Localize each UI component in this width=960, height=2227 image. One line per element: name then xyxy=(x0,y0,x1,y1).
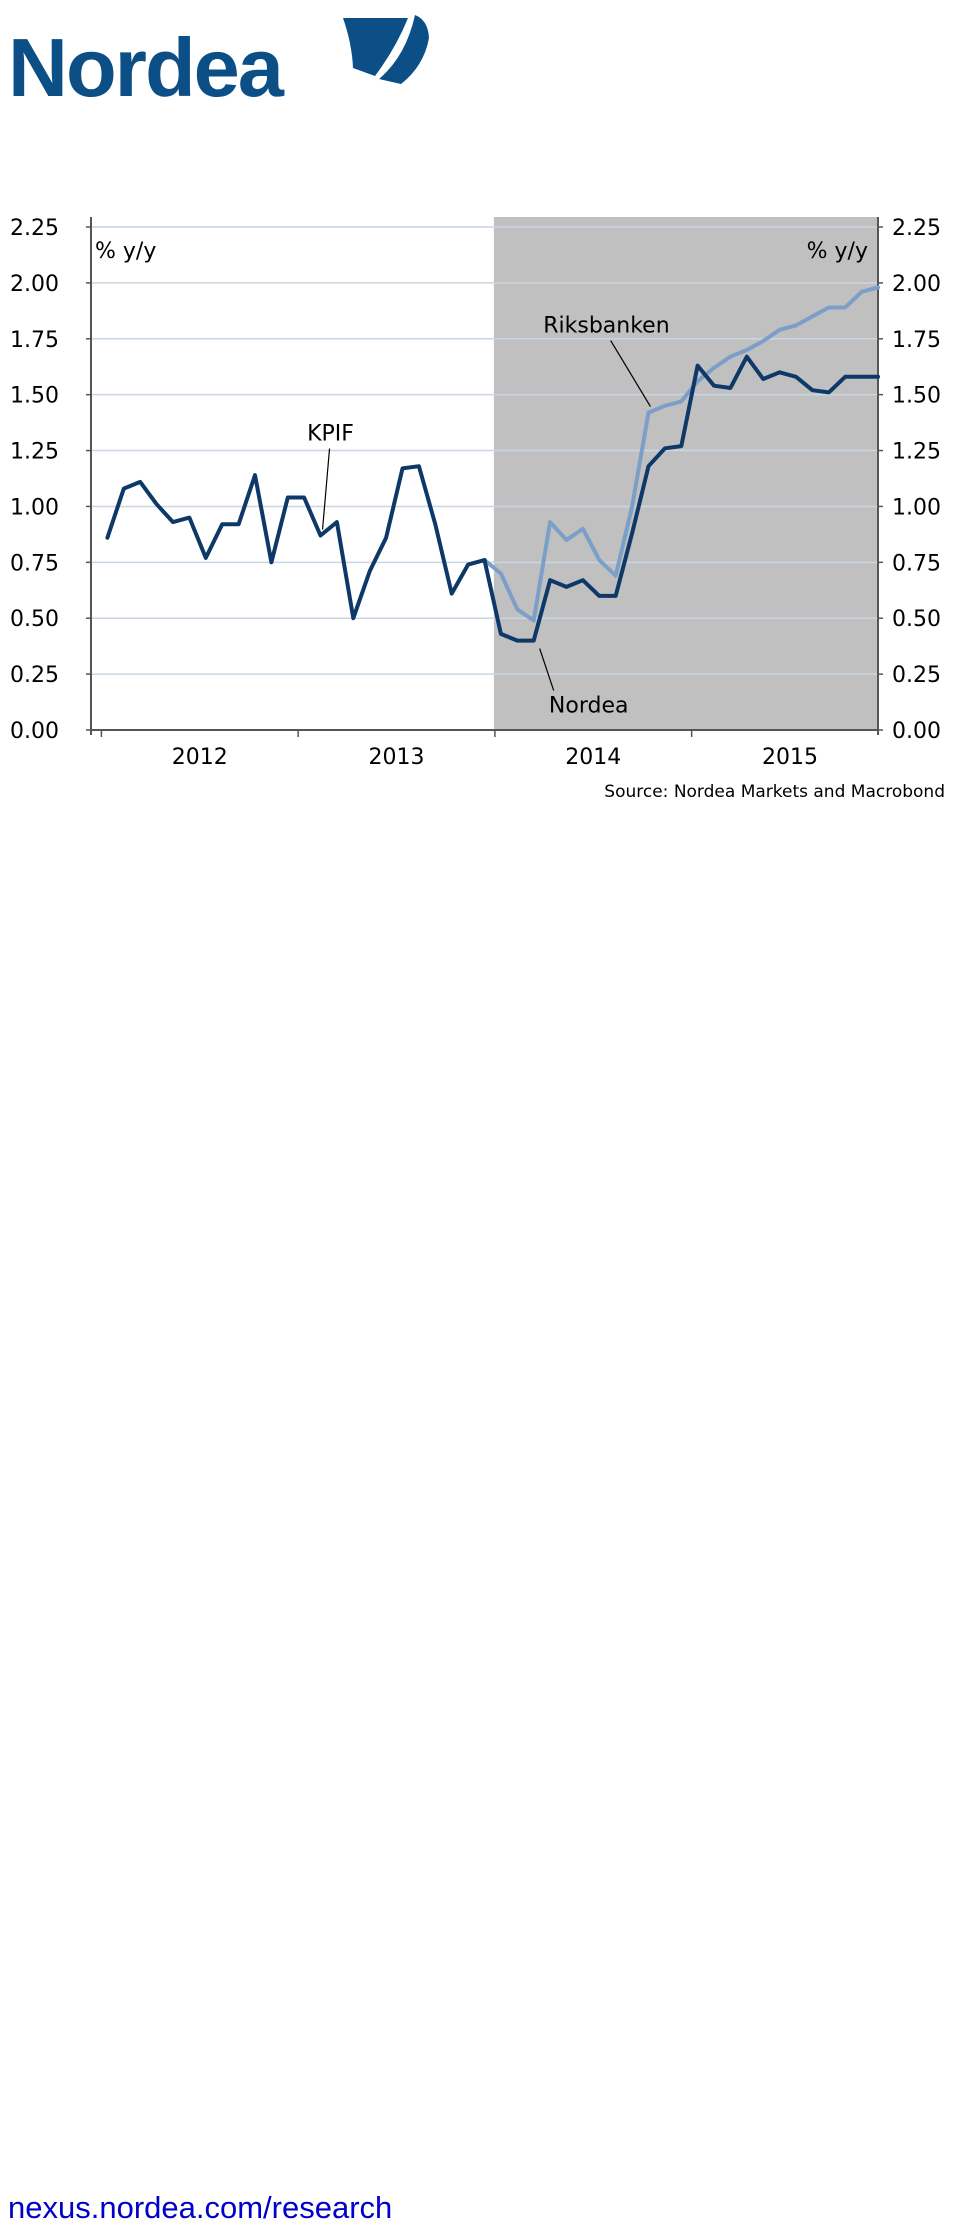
gridlines xyxy=(91,226,878,675)
y-axis-left-unit: % y/y xyxy=(95,239,156,264)
y-tick-label: 1.25 xyxy=(10,440,59,465)
axes xyxy=(90,217,879,735)
source-note: Source: Nordea Markets and Macrobond xyxy=(604,782,945,802)
y-tick-label: 2.00 xyxy=(10,272,59,297)
y-tick-label: 0.00 xyxy=(892,719,941,744)
annotation-leader xyxy=(321,448,331,530)
y-tick-label: 1.00 xyxy=(892,495,941,520)
logo-wordmark: Nordea xyxy=(8,21,285,100)
y-tick-label: 0.75 xyxy=(892,551,941,576)
nordea-logo: Nordea xyxy=(8,6,433,100)
y-tick-label: 1.75 xyxy=(10,328,59,353)
x-tick-label: 2013 xyxy=(369,745,425,770)
y-tick-label: 0.00 xyxy=(10,719,59,744)
series-line-riksbanken xyxy=(482,285,880,623)
y-tick-label: 0.25 xyxy=(892,663,941,688)
y-tick-label: 0.75 xyxy=(10,551,59,576)
chart-svg: 0.00 0.25 0.50 0.75 1.00 1.25 1.50 1.75 2.00 2.25… xyxy=(10,216,945,802)
x-axis: 2012 2013 2014 2015 xyxy=(100,730,818,770)
series-line-nordea xyxy=(482,354,880,643)
annotations: KPIF Riksbanken Nordea xyxy=(307,314,670,719)
y-tick-label: 2.00 xyxy=(892,272,941,297)
y-axis-right: 0.00 0.25 0.50 0.75 1.00 1.25 1.50 1.75 2.00 2.25 xyxy=(878,216,941,744)
annotation-label-nordea: Nordea xyxy=(549,694,629,719)
series-lines xyxy=(105,285,880,643)
y-tick-label: 1.00 xyxy=(10,495,59,520)
research-link[interactable]: nexus.nordea.com/research xyxy=(8,2190,393,2225)
y-axis-left: 0.00 0.25 0.50 0.75 1.00 1.25 1.50 1.75 2.00 2.25 xyxy=(10,216,91,744)
y-tick-label: 0.50 xyxy=(10,607,59,632)
x-tick-label: 2012 xyxy=(172,745,228,770)
y-tick-label: 2.25 xyxy=(10,216,59,241)
annotation-label-kpif: KPIF xyxy=(307,422,354,447)
x-tick-label: 2015 xyxy=(762,745,818,770)
forecast-shade xyxy=(493,217,878,730)
y-axis-right-unit: % y/y xyxy=(807,239,868,264)
y-tick-label: 2.25 xyxy=(892,216,941,241)
y-tick-label: 1.75 xyxy=(892,328,941,353)
x-tick-label: 2014 xyxy=(565,745,621,770)
y-tick-label: 0.25 xyxy=(10,663,59,688)
y-tick-label: 1.50 xyxy=(892,384,941,409)
annotation-label-riksbanken: Riksbanken xyxy=(543,314,669,339)
y-tick-label: 0.50 xyxy=(892,607,941,632)
annotation-leader xyxy=(539,648,555,691)
series-line-kpif xyxy=(105,464,487,621)
y-tick-label: 1.25 xyxy=(892,440,941,465)
sail-icon xyxy=(343,15,429,84)
y-tick-label: 1.50 xyxy=(10,384,59,409)
inflation-chart: 0.00 0.25 0.50 0.75 1.00 1.25 1.50 1.75 2.00 2.25… xyxy=(0,215,960,815)
annotation-leader xyxy=(610,340,651,407)
